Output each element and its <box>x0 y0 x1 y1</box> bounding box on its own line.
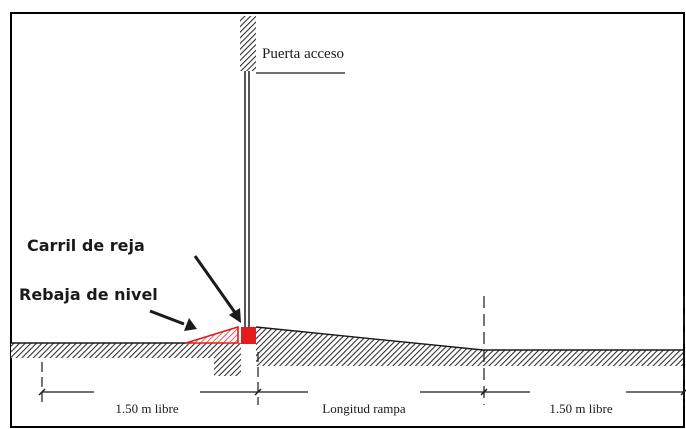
ramp-hatch <box>256 327 483 366</box>
arrow-rail-head <box>229 308 241 323</box>
dim-tick-2 <box>254 388 262 396</box>
door-label: Puerta acceso <box>262 46 344 62</box>
dim-left-label: 1.50 m libre <box>115 401 178 416</box>
dim-tick-3 <box>480 388 488 396</box>
dim-ramp-label: Longitud rampa <box>322 401 406 416</box>
arrow-drop-head <box>184 318 197 331</box>
rail-label: Carril de reja <box>27 236 145 255</box>
arrow-drop-shaft <box>149 309 185 326</box>
floor-left-hatch <box>11 343 191 358</box>
level-drop-wedge <box>185 325 239 344</box>
arrow-rail-shaft <box>193 255 238 315</box>
dim-right-label: 1.50 m libre <box>549 401 612 416</box>
dim-tick-4 <box>680 389 686 396</box>
floor-right-hatch <box>483 350 683 366</box>
diagram-border <box>10 12 685 428</box>
gate-rail-block <box>241 327 256 344</box>
wall-top-hatch <box>240 16 256 71</box>
level-drop-label: Rebaja de nivel <box>19 285 158 304</box>
threshold-hatch <box>186 343 241 376</box>
dim-tick-1 <box>38 388 46 396</box>
ramp-top-line <box>255 326 484 351</box>
